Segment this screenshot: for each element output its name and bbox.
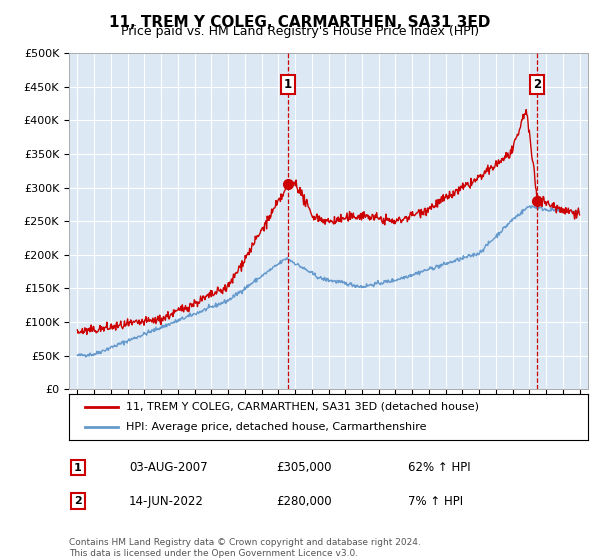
Text: 7% ↑ HPI: 7% ↑ HPI (408, 494, 463, 508)
Text: £280,000: £280,000 (276, 494, 332, 508)
Text: 2: 2 (74, 496, 82, 506)
Text: Price paid vs. HM Land Registry's House Price Index (HPI): Price paid vs. HM Land Registry's House … (121, 25, 479, 38)
Text: 03-AUG-2007: 03-AUG-2007 (129, 461, 208, 474)
Text: 11, TREM Y COLEG, CARMARTHEN, SA31 3ED: 11, TREM Y COLEG, CARMARTHEN, SA31 3ED (109, 15, 491, 30)
Text: Contains HM Land Registry data © Crown copyright and database right 2024.
This d: Contains HM Land Registry data © Crown c… (69, 538, 421, 558)
Text: HPI: Average price, detached house, Carmarthenshire: HPI: Average price, detached house, Carm… (126, 422, 427, 432)
Text: £305,000: £305,000 (276, 461, 331, 474)
Text: 1: 1 (74, 463, 82, 473)
Text: 1: 1 (284, 78, 292, 91)
Text: 62% ↑ HPI: 62% ↑ HPI (408, 461, 470, 474)
Text: 11, TREM Y COLEG, CARMARTHEN, SA31 3ED (detached house): 11, TREM Y COLEG, CARMARTHEN, SA31 3ED (… (126, 402, 479, 412)
Text: 14-JUN-2022: 14-JUN-2022 (129, 494, 204, 508)
Text: 2: 2 (533, 78, 541, 91)
